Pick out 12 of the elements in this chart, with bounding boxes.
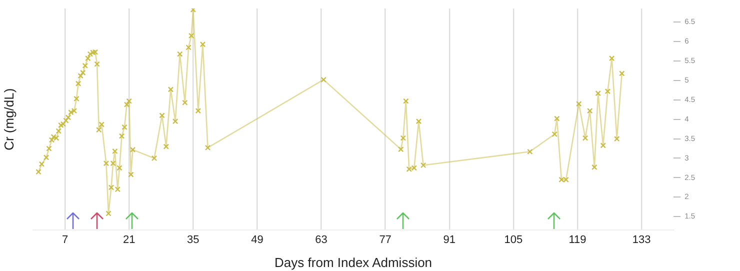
x-tick-label: 133 xyxy=(632,234,651,246)
x-axis-title: Days from Index Admission xyxy=(274,254,432,270)
x-tick-label: 91 xyxy=(443,234,456,246)
x-tick-label: 63 xyxy=(315,234,328,246)
x-tick-label: 119 xyxy=(568,234,586,246)
y-axis-title: Cr (mg/dL) xyxy=(2,88,17,150)
x-tick-label: 7 xyxy=(62,234,68,246)
x-tick-label: 21 xyxy=(122,234,136,246)
x-tick-label: 35 xyxy=(187,234,200,246)
x-tick-label: 49 xyxy=(251,234,264,246)
x-tick-label: 105 xyxy=(504,234,523,246)
x-tick-label: 77 xyxy=(379,234,392,246)
